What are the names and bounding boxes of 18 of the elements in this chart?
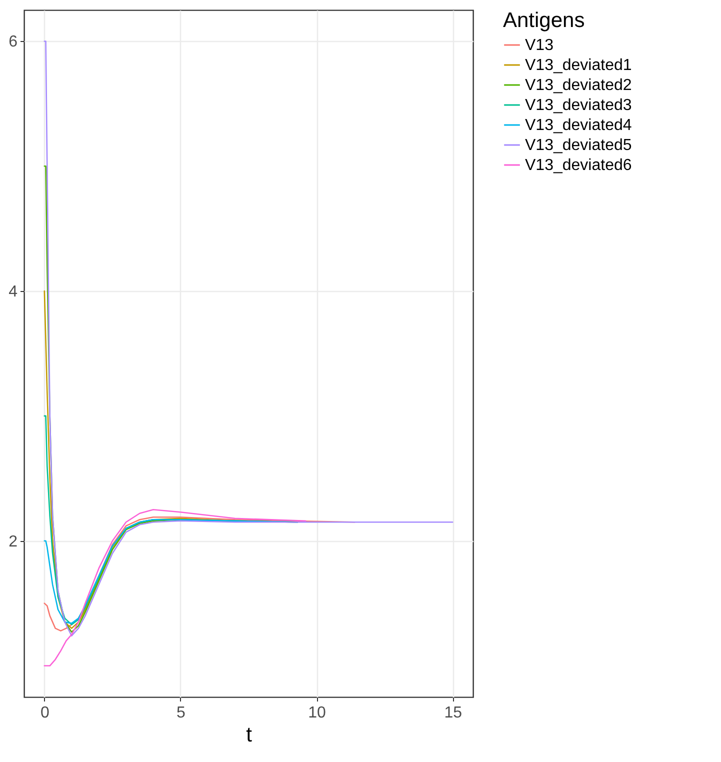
x-tick-label: 0 xyxy=(40,704,50,722)
x-tick-label: 5 xyxy=(176,704,186,722)
line-series xyxy=(44,40,454,636)
legend-title: Antigens xyxy=(503,9,585,32)
legend-label: V13_deviated5 xyxy=(525,137,632,154)
legend-label: V13_deviated2 xyxy=(525,77,632,94)
x-tick-label: 10 xyxy=(308,704,326,722)
legend-label: V13_deviated4 xyxy=(525,117,632,134)
x-axis-title: t xyxy=(246,724,252,746)
x-tick-label: 15 xyxy=(444,704,462,722)
legend-label: V13_deviated3 xyxy=(525,97,632,114)
legend-label: V13_deviated1 xyxy=(525,57,632,74)
y-tick-label: 4 xyxy=(8,284,18,301)
y-tick-label: 2 xyxy=(8,533,18,550)
line-series xyxy=(44,508,306,666)
legend-label: V13 xyxy=(525,37,554,54)
legend-label: V13_deviated6 xyxy=(525,157,632,174)
y-tick-label: 6 xyxy=(8,34,18,51)
